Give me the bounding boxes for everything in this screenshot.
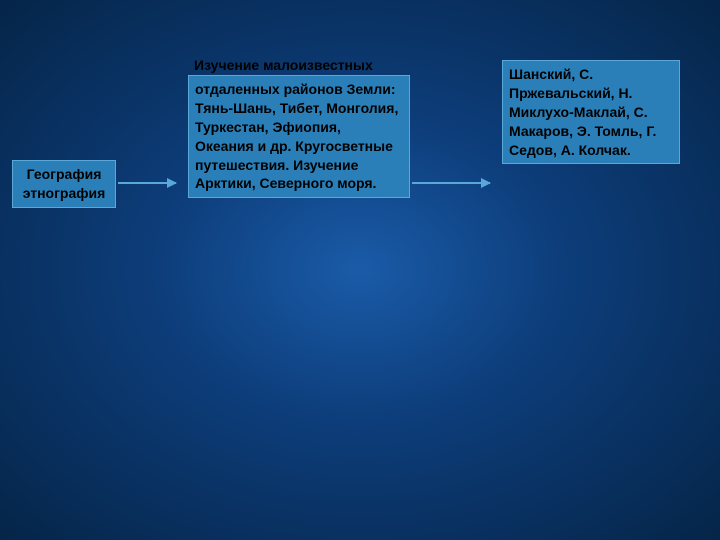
- box-left: География этнография: [12, 160, 116, 208]
- box-right-text: Шанский, С. Пржевальский, Н. Миклухо-Мак…: [509, 66, 656, 158]
- box-left-text: География этнография: [23, 166, 106, 201]
- middle-overflow-text: Изучение малоизвестных: [194, 56, 404, 75]
- arrow-middle-to-right: [412, 182, 490, 184]
- box-middle-text: отдаленных районов Земли: Тянь-Шань, Тиб…: [195, 81, 398, 191]
- arrow-left-to-middle: [118, 182, 176, 184]
- box-right: Шанский, С. Пржевальский, Н. Миклухо-Мак…: [502, 60, 680, 164]
- box-middle: отдаленных районов Земли: Тянь-Шань, Тиб…: [188, 75, 410, 198]
